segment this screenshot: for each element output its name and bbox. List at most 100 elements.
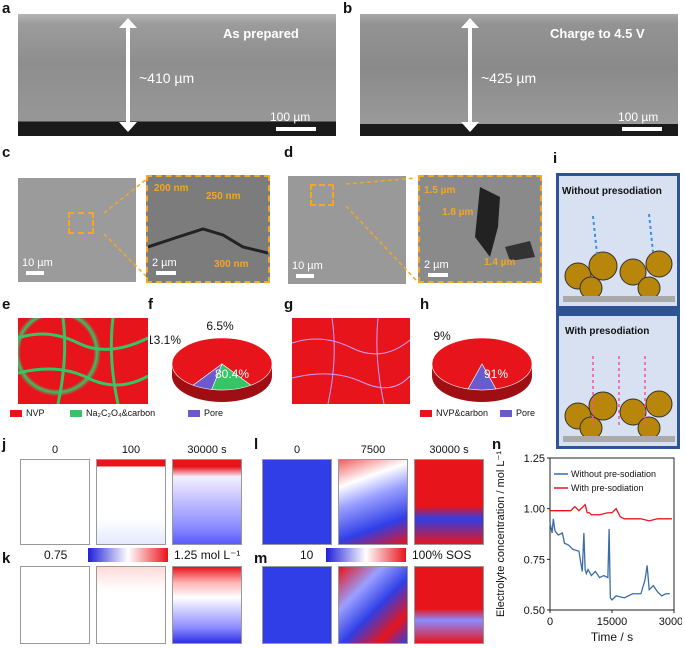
plot-frame: [549, 457, 675, 611]
panel-d-zoom-box: [310, 184, 334, 206]
panel-i-bottom-title: With presodiation: [565, 326, 650, 337]
panel-l-time-2: 30000 s: [429, 444, 469, 456]
legend-label-pore-h: Pore: [516, 408, 536, 418]
panel-j-frame-0: [20, 459, 90, 545]
panel-c-scale-right: 2 µm: [152, 257, 177, 269]
panel-c-annotation-1: 200 nm: [154, 183, 189, 194]
y-axis-label: Electrolyte concentration / mol L⁻¹: [495, 451, 507, 617]
legend-label-oxalate: Na₂C₂O₄&carbon: [86, 408, 156, 418]
pie-chart-f: 80.4% 13.1% 6.5%: [150, 319, 273, 402]
panel-a-label: a: [2, 0, 11, 17]
y-tick-label: 0.75: [524, 554, 545, 566]
thickness-arrow-b: [468, 20, 472, 130]
panel-d-annotation-1: 1.5 µm: [424, 185, 456, 196]
panel-g-label: g: [284, 296, 294, 313]
panel-d-scale-right: 2 µm: [424, 259, 449, 271]
legend-swatch-oxalate: [70, 410, 82, 417]
legend-swatch-nvp-carbon: [420, 410, 432, 417]
panel-k-frame-2: [172, 566, 242, 644]
panel-j-time-0: 0: [51, 444, 59, 456]
panel-m-frame-0: [262, 566, 332, 644]
panel-l-frame-2: [414, 459, 484, 545]
panel-c-zoom-box: [68, 212, 94, 234]
panel-m-colorbar-min: 10: [300, 548, 314, 562]
panel-g-phase-map: [291, 317, 411, 405]
panel-d-annotation-2: 1.8 µm: [442, 207, 474, 218]
panel-c-annotation-2: 250 nm: [206, 191, 241, 202]
pie-slice-2: [467, 363, 497, 391]
panel-c-overview-image: 10 µm: [18, 178, 136, 282]
legend-swatch-nvp: [10, 410, 22, 417]
panel-j-frame-2: [172, 459, 242, 545]
panel-n-label: n: [492, 436, 502, 453]
panel-d-overview-image: 10 µm: [288, 176, 406, 284]
panel-k-label: k: [2, 550, 11, 567]
legend-swatch-pore: [188, 410, 200, 417]
panel-f-label: f: [148, 296, 153, 313]
legend-label-1: Without pre-sodiation: [571, 469, 656, 479]
panel-m-colorbar: [326, 548, 406, 562]
panel-a-title: As prepared: [223, 26, 299, 41]
panel-b-label: b: [343, 0, 353, 17]
particle-illustration-top: [563, 213, 675, 302]
pie-label-1: 91%: [484, 367, 508, 381]
panel-l-frame-1: [338, 459, 408, 545]
panel-b-title: Charge to 4.5 V: [550, 26, 645, 41]
panel-l-label: l: [254, 436, 259, 453]
panel-d-scalebar-right: [428, 273, 448, 277]
panel-k-colorbar-min: 0.75: [44, 548, 68, 562]
x-tick-label: 30000: [659, 616, 682, 628]
panel-j-time-2: 30000 s: [187, 444, 227, 456]
panel-b-scale-text: 100 µm: [618, 110, 659, 124]
pore-shapes: [475, 187, 535, 261]
y-tick-label: 1.25: [524, 453, 545, 465]
panel-d-scalebar-left: [296, 274, 314, 278]
panel-d-zoom-image: 1.5 µm 1.8 µm 1.4 µm 2 µm: [418, 175, 542, 283]
arrow-head-up-icon: [461, 18, 479, 28]
panel-i-label: i: [553, 150, 558, 167]
panel-b-thickness: ~425 µm: [481, 70, 537, 86]
panel-c-zoom-lines: [103, 177, 149, 279]
particle-illustration-bottom: [563, 356, 675, 442]
panel-k-frame-1: [96, 566, 166, 644]
series-line-1: [549, 518, 670, 601]
panel-h-label: h: [420, 296, 430, 313]
panel-c-annotation-3: 300 nm: [214, 259, 249, 270]
panel-c-scale-left: 10 µm: [22, 257, 53, 269]
panel-c-scalebar-left: [26, 271, 44, 275]
x-tick-label: 15000: [597, 616, 628, 628]
panel-m-label: m: [254, 550, 268, 567]
pore-network: [291, 317, 411, 405]
thickness-arrow-a: [126, 20, 130, 130]
panel-m-colorbar-max: 100% SOS: [412, 548, 472, 562]
panel-i-top-title: Without presodiation: [562, 186, 662, 197]
panel-b-scalebar: [622, 127, 662, 131]
pie-slice-1: [171, 337, 273, 386]
panel-c-scalebar-right: [156, 271, 176, 275]
panel-k-frame-0: [20, 566, 90, 644]
panel-i-top-box: Without presodiation: [559, 176, 677, 306]
panel-j-frame-1: [96, 459, 166, 545]
panel-c-zoom-image: 200 nm 250 nm 300 nm 2 µm: [146, 175, 270, 283]
panel-a-scalebar: [276, 127, 316, 131]
panel-m-frame-2: [414, 566, 484, 644]
pie-label-2: 9%: [433, 329, 451, 343]
legend-label-pore: Pore: [204, 408, 224, 418]
panel-e-label: e: [2, 296, 11, 313]
pie-label-2: 13.1%: [150, 333, 181, 347]
crack-shape: [148, 227, 268, 255]
line-chart-n: 0.50 0.75 1.00 1.25 0 15000 30000 Time / s Elect…: [495, 451, 682, 644]
panel-a-thickness: ~410 µm: [139, 70, 195, 86]
legend-label-nvp: NVP: [26, 408, 45, 418]
panel-e-legend: NVP Na₂C₂O₄&carbon Pore: [8, 408, 288, 420]
panel-i-frame: Without presodiation With presodiation: [556, 173, 680, 449]
panel-c-label: c: [2, 144, 11, 161]
panel-a-scale-text: 100 µm: [270, 110, 311, 124]
panel-d-label: d: [284, 144, 294, 161]
legend-swatch-pore-h: [500, 410, 512, 417]
pie-label-3: 6.5%: [206, 319, 234, 333]
panel-b-sem-image: Charge to 4.5 V ~425 µm 100 µm: [360, 14, 678, 136]
panel-j-label: j: [2, 436, 7, 453]
x-axis-label: Time / s: [591, 630, 633, 644]
phase-boundaries: [17, 317, 149, 405]
